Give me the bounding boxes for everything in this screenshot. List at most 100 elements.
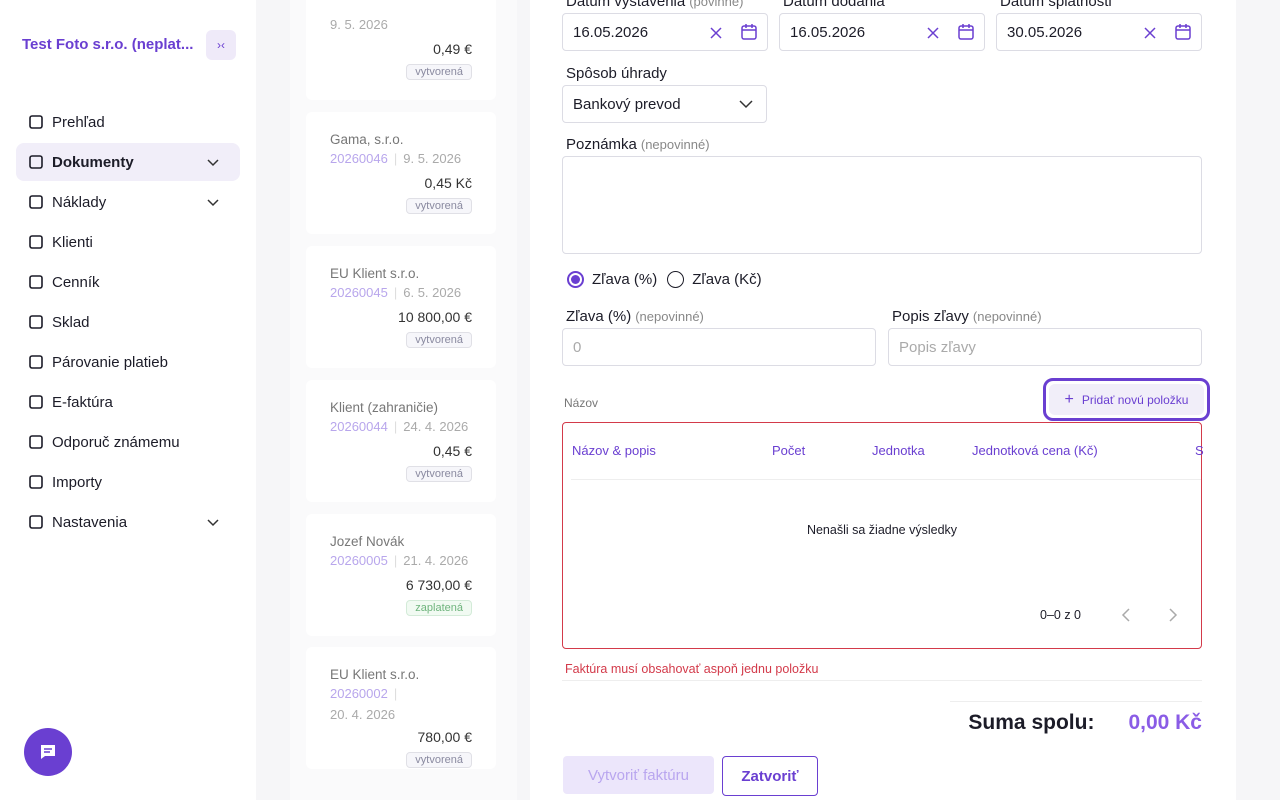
add-item-button[interactable]: + Pridať novú položku (1049, 384, 1204, 415)
column-header: S (1195, 443, 1204, 458)
chat-button[interactable] (24, 728, 72, 776)
status-badge: vytvorená (406, 198, 472, 214)
nav-icon (29, 275, 43, 289)
nav-label: Cenník (52, 273, 100, 291)
document-card-content: EU Klient s.r.o. 20260002 | 20. 4. 2026 780,… (330, 667, 473, 768)
nav-item[interactable]: Nastavenia (16, 503, 240, 541)
field-hint: (povinné) (689, 0, 744, 9)
nav-icon (29, 155, 43, 169)
status-badge: zaplatená (406, 600, 472, 616)
nav-icon (29, 395, 43, 409)
pager-arrows[interactable] (1120, 607, 1182, 623)
date-input[interactable]: 16.05.2026 (562, 13, 768, 51)
nav-item[interactable]: E-faktúra (16, 383, 240, 421)
empty-message: Nenašli sa žiadne výsledky (806, 523, 958, 537)
field-label: Dátum splatnosti (1000, 0, 1112, 10)
nav-icon (29, 515, 43, 529)
button-label: Zatvoriť (741, 767, 799, 785)
doc-amount: 780,00 € (417, 729, 473, 745)
doc-date: 9. 5. 2026 (403, 151, 462, 166)
field-hint: (nepovinné) (640, 137, 710, 152)
nav-item[interactable]: Importy (16, 463, 240, 501)
doc-number: 20260005 (330, 553, 388, 568)
radio-checked[interactable] (567, 271, 584, 288)
company-name: Test Foto s.r.o. (neplat... (22, 36, 194, 53)
divider (950, 701, 1202, 702)
doc-date: 6. 5. 2026 (403, 285, 462, 300)
divider (562, 680, 1202, 681)
submit-button[interactable]: Vytvoriť faktúru (563, 756, 714, 794)
field-hint: (nepovinné) (635, 309, 704, 324)
radio[interactable] (667, 271, 685, 288)
document-card-content: Klient (zahraničie) 20260044 | 24. 4. 2026 0… (330, 400, 472, 482)
doc-date: 21. 4. 2026 (403, 553, 469, 568)
chat-icon (41, 745, 55, 759)
nav-label: Nastavenia (52, 513, 128, 531)
status-badge: vytvorená (406, 752, 472, 768)
field-label: Spôsob úhrady (566, 65, 667, 82)
column-header: Jednotka (872, 443, 925, 458)
calendar-icon[interactable] (740, 23, 758, 41)
field-label: Dátum vystavenia (566, 0, 686, 10)
client-name: EU Klient s.r.o. (330, 667, 420, 682)
items-label: Názov (564, 396, 599, 410)
doc-number: 20260046 (330, 151, 388, 166)
doc-number: 20260045 (330, 285, 388, 300)
total-value: 0,00 Kč (1128, 711, 1202, 734)
doc-amount: 0,49 € (433, 41, 472, 57)
column-header: Jednotková cena (Kč) (972, 443, 1098, 458)
nav-icon (29, 195, 43, 209)
calendar-icon[interactable] (1174, 23, 1192, 41)
close-button[interactable]: Zatvoriť (722, 756, 818, 796)
collapse-button[interactable]: ›‹ (206, 30, 236, 60)
note-textarea[interactable] (562, 156, 1202, 254)
doc-amount: 10 800,00 € (398, 309, 472, 325)
payment-select[interactable]: Bankový prevod (562, 85, 767, 123)
discount-type: Zľava (%) Zľava (Kč) (567, 271, 762, 288)
discount-input[interactable]: 0 (562, 328, 876, 366)
chevron (207, 199, 219, 207)
doc-date: 20. 4. 2026 (330, 707, 396, 722)
button-label: Vytvoriť faktúru (588, 766, 689, 784)
discount-desc-input[interactable]: Popis zľavy (888, 328, 1202, 366)
nav-item[interactable]: Dokumenty (16, 143, 240, 181)
nav-icon (29, 435, 43, 449)
status-badge: vytvorená (406, 64, 472, 80)
placeholder: Popis zľavy (899, 338, 976, 356)
doc-date: 9. 5. 2026 (330, 17, 388, 32)
field-label: Dátum dodania (783, 0, 885, 10)
document-card[interactable] (306, 647, 496, 769)
document-card-content: EU Klient s.r.o. 20260045 | 6. 5. 2026 10 80… (330, 266, 472, 348)
calendar-icon[interactable] (957, 23, 975, 41)
nav-item[interactable]: Klienti (16, 223, 240, 261)
nav-icon (29, 115, 43, 129)
nav-item[interactable]: Sklad (16, 303, 240, 341)
nav-item[interactable]: Cenník (16, 263, 240, 301)
document-card[interactable] (306, 0, 496, 100)
nav-label: Náklady (52, 193, 107, 211)
button-label: Pridať novú položku (1081, 392, 1189, 407)
error-message: Faktúra musí obsahovať aspoň jednu polož… (565, 662, 819, 676)
placeholder: 0 (573, 338, 582, 356)
chevron (739, 100, 753, 109)
clear-icon[interactable] (1143, 26, 1157, 40)
add-item-focus: + Pridať novú položku (1043, 378, 1210, 421)
date-input[interactable]: 30.05.2026 (996, 13, 1202, 51)
nav-label: Dokumenty (52, 153, 134, 171)
nav-icon (29, 355, 43, 369)
nav-item[interactable]: Odporuč známemu (16, 423, 240, 461)
nav-label: Sklad (52, 313, 90, 331)
nav-item[interactable]: Prehľad (16, 103, 240, 141)
doc-amount: 6 730,00 € (405, 577, 472, 593)
nav-icon (29, 475, 43, 489)
clear-icon[interactable] (709, 26, 723, 40)
doc-amount: 0,45 Kč (424, 175, 472, 191)
client-name: Gama, s.r.o. (330, 132, 404, 147)
clear-icon[interactable] (926, 26, 940, 40)
nav-item[interactable]: Náklady (16, 183, 240, 221)
column-header: Počet (772, 443, 806, 458)
date-input[interactable]: 16.05.2026 (779, 13, 985, 51)
pagination: 0–0 z 0 (1040, 608, 1082, 622)
nav-item[interactable]: Párovanie platieb (16, 343, 240, 381)
